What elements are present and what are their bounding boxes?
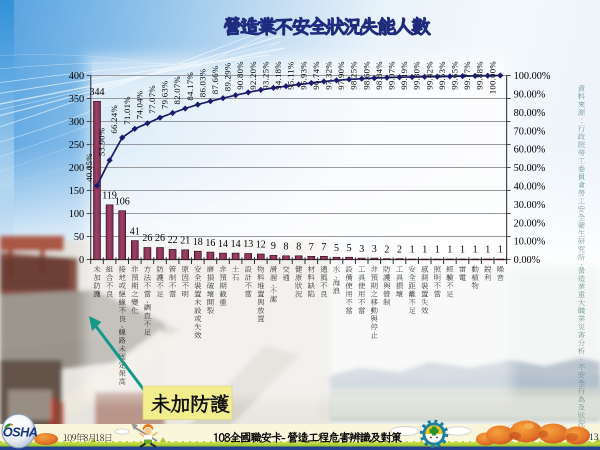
svg-text:344: 344 xyxy=(90,87,105,98)
svg-text:50: 50 xyxy=(74,232,84,243)
svg-text:86.03%: 86.03% xyxy=(197,68,207,97)
svg-text:150: 150 xyxy=(69,186,84,197)
svg-text:90.00%: 90.00% xyxy=(514,90,546,101)
svg-text:13: 13 xyxy=(243,239,253,250)
svg-text:250: 250 xyxy=(69,140,84,151)
svg-text:84.17%: 84.17% xyxy=(185,72,195,101)
svg-text:1: 1 xyxy=(485,245,490,256)
svg-text:97.90%: 97.90% xyxy=(336,61,346,90)
svg-text:3: 3 xyxy=(359,244,364,255)
svg-text:71.01%: 71.01% xyxy=(122,96,132,125)
svg-text:10.00%: 10.00% xyxy=(514,237,546,248)
svg-text:100.00%: 100.00% xyxy=(514,71,551,82)
svg-text:70.00%: 70.00% xyxy=(514,126,546,137)
svg-text:89.29%: 89.29% xyxy=(223,62,233,91)
svg-text:66.24%: 66.24% xyxy=(109,105,119,134)
svg-text:200: 200 xyxy=(69,163,84,174)
svg-text:8: 8 xyxy=(296,242,301,253)
svg-text:21: 21 xyxy=(180,236,190,247)
svg-text:14: 14 xyxy=(218,239,228,250)
svg-text:1: 1 xyxy=(498,245,503,256)
svg-text:40.00%: 40.00% xyxy=(514,182,546,193)
svg-text:77.07%: 77.07% xyxy=(147,85,157,114)
svg-text:22: 22 xyxy=(168,235,178,246)
svg-text:16: 16 xyxy=(205,238,215,249)
svg-text:0: 0 xyxy=(79,255,84,266)
svg-text:26: 26 xyxy=(155,233,165,244)
svg-text:7: 7 xyxy=(321,242,326,253)
svg-text:30.00%: 30.00% xyxy=(514,200,546,211)
svg-text:14: 14 xyxy=(231,239,241,250)
svg-text:18: 18 xyxy=(193,237,203,248)
svg-text:99.19%: 99.19% xyxy=(399,61,409,90)
svg-text:1: 1 xyxy=(435,245,440,256)
svg-text:93.25%: 93.25% xyxy=(260,61,270,90)
svg-text:9: 9 xyxy=(271,241,276,252)
svg-text:74.04%: 74.04% xyxy=(134,90,144,119)
svg-text:12: 12 xyxy=(256,240,266,251)
svg-text:400: 400 xyxy=(69,71,84,82)
svg-text:99.42%: 99.42% xyxy=(424,61,434,90)
svg-text:80.00%: 80.00% xyxy=(514,108,546,119)
svg-text:87.66%: 87.66% xyxy=(210,65,220,94)
svg-text:300: 300 xyxy=(69,117,84,128)
svg-text:79.63%: 79.63% xyxy=(160,80,170,109)
svg-text:90.80%: 90.80% xyxy=(235,61,245,90)
svg-text:2: 2 xyxy=(397,244,402,255)
svg-text:95.93%: 95.93% xyxy=(298,61,308,90)
svg-text:1: 1 xyxy=(410,245,415,256)
svg-text:350: 350 xyxy=(69,94,84,105)
svg-text:1: 1 xyxy=(422,245,427,256)
svg-text:119: 119 xyxy=(102,191,117,202)
svg-text:26: 26 xyxy=(142,233,152,244)
svg-text:99.07%: 99.07% xyxy=(387,61,397,90)
svg-text:98.60%: 98.60% xyxy=(361,61,371,90)
svg-text:92.20%: 92.20% xyxy=(248,61,258,90)
svg-text:3: 3 xyxy=(372,244,377,255)
svg-text:7: 7 xyxy=(309,242,314,253)
svg-text:97.32%: 97.32% xyxy=(324,61,334,90)
svg-text:82.07%: 82.07% xyxy=(172,75,182,104)
svg-text:5: 5 xyxy=(347,243,352,254)
svg-text:60.00%: 60.00% xyxy=(514,145,546,156)
svg-text:100: 100 xyxy=(69,209,84,220)
svg-text:40.05%: 40.05% xyxy=(84,153,94,182)
svg-text:1: 1 xyxy=(447,245,452,256)
svg-text:8: 8 xyxy=(284,242,289,253)
svg-text:106: 106 xyxy=(115,196,130,207)
svg-text:99.53%: 99.53% xyxy=(437,61,447,90)
svg-text:41: 41 xyxy=(130,226,140,237)
svg-text:53.90%: 53.90% xyxy=(97,127,107,156)
svg-text:50.00%: 50.00% xyxy=(514,163,546,174)
svg-text:96.74%: 96.74% xyxy=(311,61,321,90)
svg-text:1: 1 xyxy=(473,245,478,256)
svg-text:2: 2 xyxy=(384,244,389,255)
svg-text:20.00%: 20.00% xyxy=(514,218,546,229)
svg-text:98.84%: 98.84% xyxy=(374,61,384,90)
svg-text:99.77%: 99.77% xyxy=(462,61,472,90)
svg-text:98.25%: 98.25% xyxy=(349,61,359,90)
svg-text:99.30%: 99.30% xyxy=(412,61,422,90)
svg-text:100.00%: 100.00% xyxy=(487,61,497,95)
svg-text:99.65%: 99.65% xyxy=(450,61,460,90)
svg-text:95.11%: 95.11% xyxy=(286,61,296,90)
svg-text:1: 1 xyxy=(460,245,465,256)
svg-text:94.18%: 94.18% xyxy=(273,61,283,90)
svg-text:13: 13 xyxy=(589,433,599,443)
svg-text:OSHA: OSHA xyxy=(3,425,38,440)
svg-text:5: 5 xyxy=(334,243,339,254)
svg-text:0.00%: 0.00% xyxy=(514,255,541,266)
svg-text:99.88%: 99.88% xyxy=(475,61,485,90)
